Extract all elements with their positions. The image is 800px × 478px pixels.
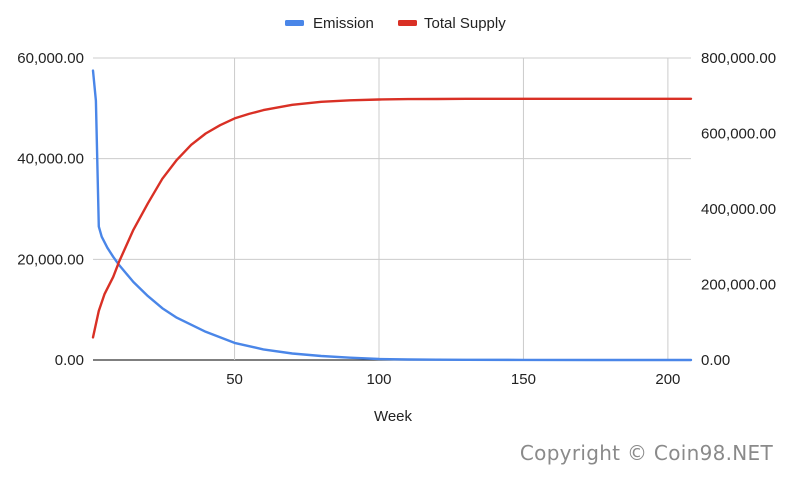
x-axis-tick-label: 100: [366, 371, 391, 388]
series-line-emission: [91, 69, 693, 362]
legend-swatch-total-supply: [398, 20, 417, 26]
left-axis-tick-label: 60,000.00: [17, 50, 84, 67]
series-line-total-supply: [91, 97, 693, 339]
legend-label-emission: Emission: [313, 15, 374, 32]
x-axis-tick-label: 50: [226, 371, 243, 388]
right-axis-tick-label: 400,000.00: [701, 201, 776, 218]
left-axis-tick-label: 20,000.00: [17, 251, 84, 268]
legend: Emission Total Supply: [285, 15, 506, 32]
left-axis-ticks: 0.00 20,000.00 40,000.00 60,000.00: [17, 50, 84, 369]
left-axis-tick-label: 40,000.00: [17, 151, 84, 168]
legend-label-total-supply: Total Supply: [424, 15, 506, 32]
legend-swatch-emission: [285, 20, 304, 26]
left-axis-tick-label: 0.00: [55, 352, 84, 369]
x-axis-tick-label: 150: [511, 371, 536, 388]
right-axis-tick-label: 800,000.00: [701, 50, 776, 67]
right-axis-tick-label: 200,000.00: [701, 277, 776, 294]
right-axis-tick-label: 0.00: [701, 352, 730, 369]
right-axis-tick-label: 600,000.00: [701, 126, 776, 143]
grid-lines: [93, 57, 691, 361]
x-axis-label: Week: [374, 408, 413, 425]
x-axis-ticks: 50 100 150 200: [226, 371, 680, 388]
right-axis-ticks: 0.00 200,000.00 400,000.00 600,000.00 800,00…: [701, 50, 776, 369]
series-layer: [91, 69, 693, 362]
x-axis-tick-label: 200: [655, 371, 680, 388]
copyright-watermark: Copyright © Coin98.NET: [519, 441, 773, 465]
